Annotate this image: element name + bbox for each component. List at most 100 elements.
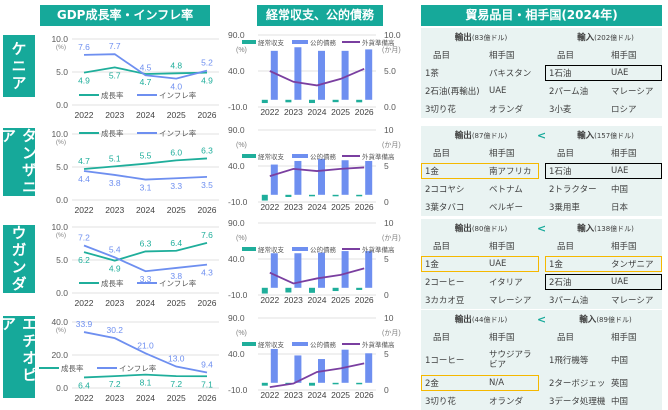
current-account-bar xyxy=(309,99,315,104)
public-debt-bar xyxy=(365,251,373,288)
fx-reserves-line xyxy=(269,166,365,177)
y-axis-unit: (%) xyxy=(236,142,247,149)
current-account-bar xyxy=(309,382,315,386)
gdp-chart-uganda: 10.0 5.0 0.0 (%) 2022 2023 2024 2025 2026 6.2 4.9 6… xyxy=(51,222,219,308)
legend-current-account-swatch xyxy=(242,247,256,251)
data-label: 7.2 xyxy=(78,232,90,242)
export-amount: (87億ドル) xyxy=(471,132,508,140)
data-label: 6.0 xyxy=(170,147,182,157)
rank: 1 xyxy=(549,356,555,366)
trade-row: 2コーヒー イタリア 2石油 UAE xyxy=(421,273,662,291)
import-partner: UAE xyxy=(611,68,629,78)
export-item-name: 金 xyxy=(430,260,439,270)
import-partner: 英国 xyxy=(611,379,629,389)
trade-column-header-row: 品目 相手国 品目 相手国 xyxy=(421,328,662,346)
current-account-bar xyxy=(356,287,363,290)
y-tick-label: 0.0 xyxy=(56,383,68,393)
export-item: 3葉タバコ xyxy=(421,201,485,213)
import-item: 2トラクター xyxy=(545,183,607,195)
fx-reserves-line xyxy=(269,362,365,389)
import-item: 1飛行機等 xyxy=(545,354,607,366)
x-tick-label: 2024 xyxy=(308,107,327,117)
trade-table-tanzania: 輸出(87億ドル) < 輸入(157億ドル) 品目 相手国 品目 相手国 1金 南アフリカ 1石油… xyxy=(421,126,662,216)
current-account-bar xyxy=(332,382,339,385)
public-debt-bar xyxy=(270,253,278,288)
export-partner: イタリア xyxy=(489,278,523,288)
data-label: 5.5 xyxy=(140,151,152,161)
col-import-partner: 相手国 xyxy=(611,242,637,252)
import-item-name: 乗用車 xyxy=(554,203,580,213)
current-account-bar xyxy=(285,99,292,103)
import-item-name: 石油 xyxy=(554,167,572,177)
trade-row: 1コーヒー サウジアラビア 1飛行機等 中国 xyxy=(421,346,662,374)
trade-row: 2石油(再輸出) UAE 2パーム油 マレーシア xyxy=(421,82,662,100)
current-account-bar xyxy=(261,382,268,386)
x-tick-label: 2024 xyxy=(136,393,155,403)
export-partner: オランダ xyxy=(489,397,524,407)
x-tick-label: 2026 xyxy=(355,202,374,212)
x-tick-label: 2023 xyxy=(105,298,124,308)
data-label: 4.8 xyxy=(170,60,182,70)
y-tick-label: 0.0 xyxy=(56,100,68,110)
comparison-sign: < xyxy=(537,128,545,142)
gdp-section-header: GDP成長率・インフレ率 xyxy=(40,5,210,26)
trade-section-header: 貿易品目・相手国(2024年) xyxy=(421,5,662,26)
export-item: 2石油(再輸出) xyxy=(421,85,485,97)
data-label: 6.4 xyxy=(78,380,90,390)
import-partner: UAE xyxy=(611,277,629,287)
legend-reserves-label: 外貨準備高 xyxy=(362,38,395,47)
x-tick-label: 2026 xyxy=(198,298,217,308)
x-tick-label: 2025 xyxy=(167,298,186,308)
y2-tick-label: 0 xyxy=(384,290,389,300)
legend-inflation-label: インフレ率 xyxy=(159,128,197,138)
data-label: 5.4 xyxy=(109,244,121,254)
x-tick-label: 2026 xyxy=(198,205,217,215)
import-header: 輸入(157億ドル) xyxy=(545,129,662,141)
legend-debt-swatch xyxy=(292,342,308,346)
export-item-name: 切り花 xyxy=(430,397,456,407)
current-account-bar xyxy=(332,287,339,292)
data-label: 6.4 xyxy=(170,238,182,248)
data-label: 7.2 xyxy=(170,379,182,389)
export-partner: 南アフリカ xyxy=(489,167,532,177)
import-partner: 中国 xyxy=(611,397,629,407)
export-item-name: ココヤシ xyxy=(430,185,465,195)
import-partner: マレーシア xyxy=(611,296,654,306)
col-import-partner: 相手国 xyxy=(611,149,637,159)
x-tick-label: 2025 xyxy=(331,295,350,305)
highlight-box-black xyxy=(545,274,662,290)
legend-reserves-label: 外貨準備高 xyxy=(362,340,395,349)
y-tick-label: -10.0 xyxy=(228,197,248,207)
export-header: 輸出(83億ドル) xyxy=(421,31,537,43)
highlight-box-black xyxy=(545,65,662,81)
trade-row: 1金 UAE 1金 タンザニア xyxy=(421,255,662,273)
data-label: 33.9 xyxy=(76,319,93,329)
legend-current-account-label: 経常収支 xyxy=(258,245,285,254)
current-account-bar xyxy=(332,194,339,197)
x-tick-label: 2024 xyxy=(308,202,327,212)
data-label: 21.0 xyxy=(137,340,154,350)
data-label: 30.2 xyxy=(106,325,123,335)
import-amount: (89億ドル) xyxy=(596,316,632,324)
rank: 3 xyxy=(425,105,431,115)
legend-inflation-label: インフレ率 xyxy=(159,90,197,100)
y-tick-label: 90.0 xyxy=(228,30,245,40)
y2-tick-label: 5 xyxy=(384,254,389,264)
y-axis-unit: (%) xyxy=(56,327,66,334)
legend-current-account-swatch xyxy=(242,342,256,346)
rank: 1 xyxy=(425,69,431,79)
data-label: 4.4 xyxy=(78,174,90,184)
public-debt-bar xyxy=(294,47,302,100)
export-amount: (80億ドル) xyxy=(471,225,508,233)
rank: 1 xyxy=(425,356,431,366)
data-label: 6.3 xyxy=(140,238,152,248)
y-axis-unit: (%) xyxy=(236,330,247,337)
export-amount: (44億ドル) xyxy=(471,316,508,324)
growth-rate-line xyxy=(83,373,208,379)
import-item-name: パーム油 xyxy=(554,296,589,306)
public-debt-bar xyxy=(365,49,373,100)
col-export-item: 品目 xyxy=(433,51,451,61)
export-item-name: コーヒー xyxy=(430,278,465,288)
export-partner: UAE xyxy=(489,86,507,96)
col-export-item: 品目 xyxy=(433,333,451,343)
